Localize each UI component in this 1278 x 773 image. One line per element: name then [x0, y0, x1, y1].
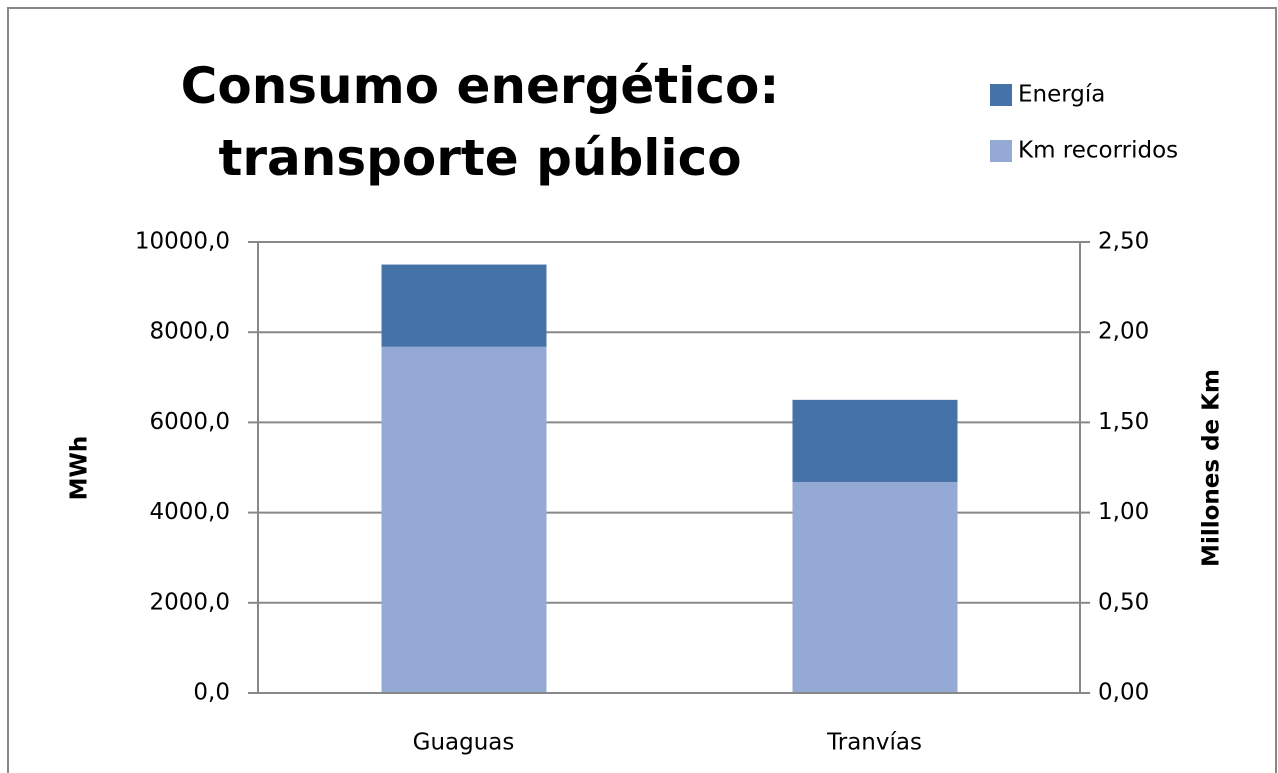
y2-tick-label: 2,50 — [1098, 229, 1149, 255]
bar — [381, 346, 547, 693]
y-tick-label: 10000,0 — [135, 229, 230, 255]
y-tick-label: 4000,0 — [150, 499, 230, 525]
y-tick-label: 0,0 — [193, 680, 230, 706]
x-tick-label: Tranvías — [826, 730, 922, 756]
y2-axis-label: Millones de Km — [1199, 369, 1225, 567]
y2-tick-label: 0,50 — [1098, 589, 1149, 615]
y-tick-label: 8000,0 — [150, 319, 230, 345]
y-tick-label: 6000,0 — [150, 409, 230, 435]
y2-tick-label: 2,00 — [1098, 319, 1149, 345]
y2-tick-label: 0,00 — [1098, 680, 1149, 706]
chart-title: Consumo energético: transporte público — [180, 57, 780, 187]
legend-label: Km recorridos — [1018, 138, 1178, 164]
bar — [792, 481, 958, 693]
y-tick-label: 2000,0 — [150, 589, 230, 615]
legend-label: Energía — [1018, 82, 1105, 108]
y2-tick-label: 1,00 — [1098, 499, 1149, 525]
y-axis-label: MWh — [67, 436, 93, 501]
legend-swatch — [990, 84, 1012, 106]
x-tick-label: Guaguas — [413, 730, 515, 756]
legend-swatch — [990, 140, 1012, 162]
chart-border — [7, 7, 1277, 773]
y2-tick-label: 1,50 — [1098, 409, 1149, 435]
